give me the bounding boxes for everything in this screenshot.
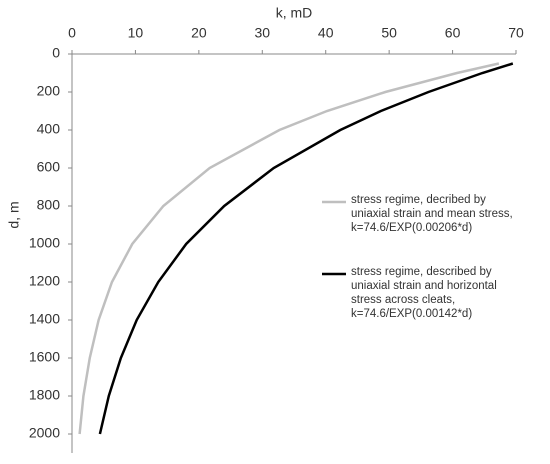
y-tick-label: 1600 bbox=[29, 349, 60, 365]
x-tick-label: 50 bbox=[381, 25, 397, 41]
x-tick-label: 60 bbox=[445, 25, 461, 41]
x-tick-label: 0 bbox=[68, 25, 76, 41]
x-tick-label: 20 bbox=[191, 25, 207, 41]
x-tick-label: 70 bbox=[508, 25, 524, 41]
y-tick-label: 200 bbox=[37, 83, 61, 99]
y-axis-title: d, m bbox=[6, 201, 22, 228]
legend-label: stress regime, decribed by uniaxial stra… bbox=[351, 194, 513, 234]
data-line bbox=[98, 62, 514, 435]
x-tick-label: 10 bbox=[128, 25, 144, 41]
y-tick-label: 2000 bbox=[29, 425, 60, 441]
y-tick-label: 1000 bbox=[29, 235, 60, 251]
x-tick-label: 40 bbox=[318, 25, 334, 41]
y-tick-label: 600 bbox=[37, 159, 61, 175]
x-axis-title: k, mD bbox=[276, 5, 313, 21]
y-tick-label: 1800 bbox=[29, 387, 60, 403]
data-line bbox=[78, 62, 500, 435]
y-tick-label: 0 bbox=[52, 45, 60, 61]
legend-label: stress regime, described by uniaxial str… bbox=[351, 266, 497, 320]
x-tick-label: 30 bbox=[254, 25, 270, 41]
y-tick-label: 400 bbox=[37, 121, 61, 137]
y-tick-label: 1200 bbox=[29, 273, 60, 289]
y-tick-label: 1400 bbox=[29, 311, 60, 327]
y-tick-label: 800 bbox=[37, 197, 61, 213]
